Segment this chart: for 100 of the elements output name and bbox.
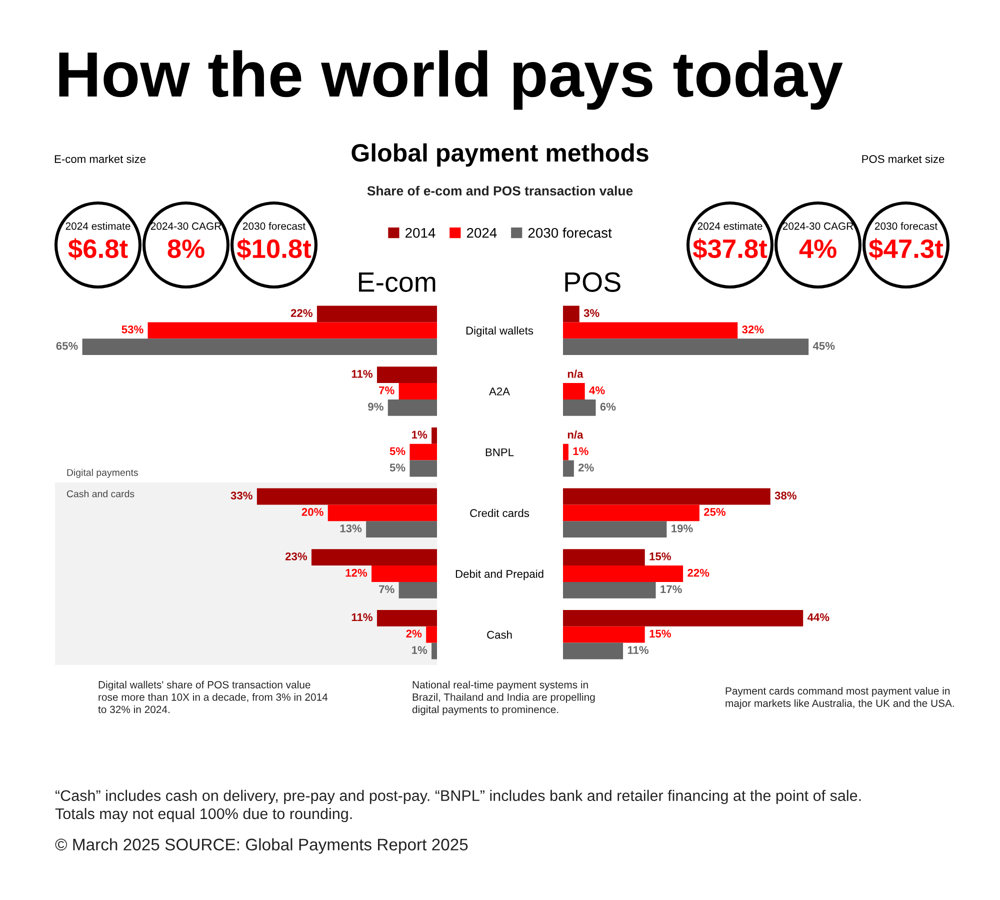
text: 2024 estimate — [698, 222, 762, 230]
data-label: 9% — [368, 402, 384, 411]
bar — [563, 504, 700, 522]
bar — [432, 427, 437, 444]
text: POS market size — [862, 154, 944, 163]
text: 4% — [799, 239, 836, 258]
text: 2030 forecast — [874, 222, 938, 230]
data-label: 33% — [230, 492, 252, 500]
text: 8% — [168, 239, 204, 258]
bar — [563, 626, 645, 643]
data-label: 11% — [352, 613, 373, 622]
bar — [376, 366, 437, 384]
data-label: 11% — [352, 370, 373, 378]
bar — [563, 488, 770, 505]
bar — [563, 338, 809, 356]
data-label: 1% — [412, 646, 428, 654]
bar — [563, 566, 684, 582]
y-tick-label: Debit and Prepaid — [456, 570, 544, 580]
text: National real-time payment systems in Brazil, Thailand and India are propelling digital payments to prominence. — [412, 680, 595, 716]
data-label: 15% — [650, 630, 671, 638]
text: n/a — [568, 430, 584, 439]
chart-title: E-com — [359, 272, 436, 292]
y-tick-label: Digital wallets — [466, 326, 534, 337]
annotation: Digital payments — [67, 468, 138, 478]
data-label: 2% — [578, 464, 594, 472]
bar — [316, 306, 437, 322]
data-label: 25% — [704, 508, 726, 516]
bar — [376, 610, 437, 626]
bar — [563, 521, 667, 538]
bar — [426, 626, 437, 643]
data-label: 1% — [573, 447, 588, 456]
data-label: 1% — [412, 430, 428, 439]
text: Digital wallets' share of POS transaction value rose more than 10X in a decade, from 3% in 2014 to 32% in 2024. — [98, 680, 328, 714]
data-label: 3% — [584, 309, 600, 317]
text: © March 2025 SOURCE: Global Payments Report 2025 — [55, 838, 468, 854]
data-label: 44% — [807, 613, 830, 622]
bar — [563, 444, 568, 460]
bar — [563, 322, 738, 339]
text: $6.8t — [68, 238, 128, 260]
text: 2024-30 CAGR — [150, 222, 222, 230]
data-label: 6% — [600, 402, 616, 411]
text: E-com market size — [54, 154, 146, 163]
y-tick-label: A2A — [489, 388, 510, 396]
data-label: 17% — [660, 585, 682, 594]
legend-label: 2030 forecast — [528, 228, 612, 238]
text: Global payment methods — [352, 143, 648, 167]
text: 2030 forecast — [242, 222, 306, 230]
band-label: Cash and cards — [66, 490, 134, 498]
data-label: 7% — [379, 585, 394, 594]
bar — [366, 521, 437, 538]
data-label: 53% — [122, 326, 144, 334]
bar — [563, 610, 804, 626]
bar — [563, 642, 624, 660]
text: $47.3t — [868, 238, 944, 260]
data-label: 20% — [302, 508, 324, 516]
data-label: 5% — [390, 464, 406, 472]
legend-label: 2024 — [466, 228, 497, 238]
data-label: 22% — [290, 309, 312, 317]
bar — [398, 383, 437, 400]
bar — [388, 399, 437, 416]
data-label: 2% — [406, 630, 422, 638]
bar — [563, 383, 585, 400]
text: $10.8t — [236, 238, 312, 260]
bar — [398, 582, 437, 598]
data-label: 23% — [285, 552, 308, 560]
bar — [372, 566, 437, 582]
bar — [563, 582, 656, 598]
legend-label: 2014 — [406, 228, 436, 238]
bar — [410, 460, 437, 477]
data-label: 32% — [742, 326, 764, 334]
data-label: 22% — [688, 568, 710, 577]
y-tick-label: BNPL — [486, 448, 514, 456]
data-label: 45% — [812, 342, 835, 350]
data-label: 7% — [379, 386, 394, 394]
text: n/a — [568, 370, 584, 378]
y-tick-label: Cash — [487, 630, 512, 639]
bar — [328, 504, 437, 522]
chart-title: POS — [565, 272, 620, 292]
data-label: 4% — [589, 386, 605, 394]
data-label: 65% — [56, 342, 78, 350]
text: How the world pays today — [59, 50, 843, 110]
bar — [563, 549, 645, 566]
bar — [148, 322, 437, 339]
data-label: 19% — [672, 524, 693, 532]
bar — [82, 338, 437, 356]
data-label: 15% — [650, 552, 671, 560]
text: 2024-30 CAGR — [782, 222, 854, 230]
y-tick-label: Credit cards — [470, 508, 530, 518]
bar — [563, 460, 574, 477]
text: Payment cards command most payment value in major markets like Australia, the UK and the USA. — [726, 686, 954, 710]
text: “Cash” includes cash on delivery, pre-pay and post-pay. “BNPL” includes bank and retailer financing at the point of sale. Totals may not equal 100% due to rounding. — [55, 790, 861, 822]
data-label: 5% — [390, 447, 406, 456]
text: 2024 estimate — [66, 222, 130, 230]
bar — [256, 488, 437, 505]
data-label: 38% — [774, 492, 796, 500]
bar — [432, 642, 437, 660]
bar — [563, 399, 596, 416]
bar — [311, 549, 437, 566]
bar — [410, 444, 437, 460]
data-label: 13% — [340, 524, 362, 532]
